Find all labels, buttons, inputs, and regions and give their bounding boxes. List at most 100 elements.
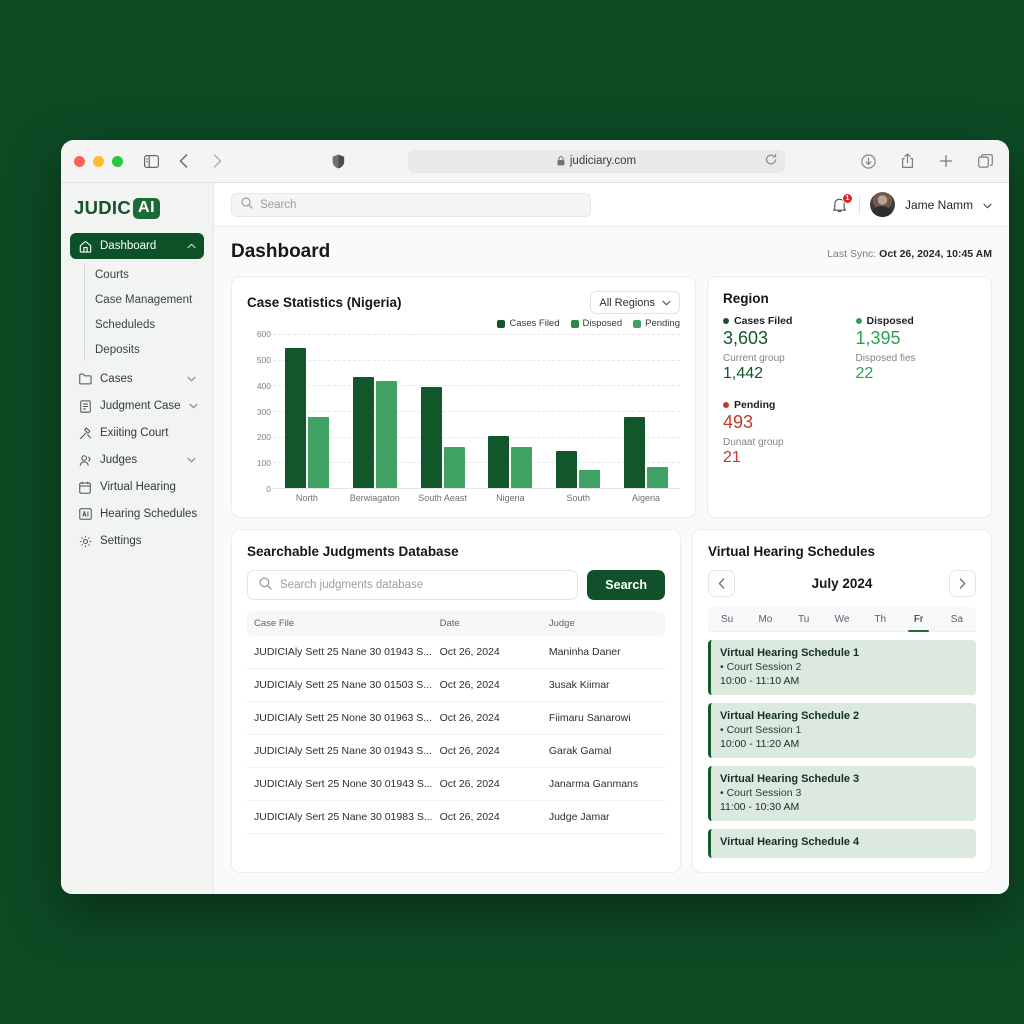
schedule-event[interactable]: Virtual Hearing Schedule 3 • Court Sessio… bbox=[708, 766, 976, 821]
search-input[interactable]: Search bbox=[231, 192, 591, 217]
column-header-judge[interactable]: Judge bbox=[541, 611, 665, 636]
sidebar-item-hearing-schedules[interactable]: Hearing Schedules bbox=[70, 501, 204, 527]
bar[interactable] bbox=[307, 417, 329, 488]
back-button[interactable] bbox=[172, 150, 194, 172]
dashboard-top-row: Case Statistics (Nigeria) All Regions Ca… bbox=[231, 276, 992, 518]
topbar-divider bbox=[858, 195, 860, 214]
judgments-title: Searchable Judgments Database bbox=[247, 544, 459, 559]
table-row[interactable]: JUDICIAly Sett 25 None 30 01963 S... Oct … bbox=[247, 701, 665, 735]
sidebar-subitem-scheduleds[interactable]: Scheduleds bbox=[95, 318, 156, 331]
chart-legend: Cases Filed Disposed Pending bbox=[247, 318, 680, 329]
search-icon bbox=[241, 197, 253, 212]
lock-icon bbox=[557, 156, 565, 166]
tab-overview-icon[interactable] bbox=[974, 150, 996, 172]
chart-x-axis: North Berwiagaton South Aeast Nigeria South A… bbox=[273, 493, 680, 503]
bar[interactable] bbox=[352, 377, 374, 488]
bar[interactable] bbox=[284, 348, 306, 488]
legend-label: Cases Filed bbox=[509, 318, 560, 329]
sidebar-toggle-icon[interactable] bbox=[140, 150, 162, 172]
maximize-window-button[interactable] bbox=[112, 155, 123, 167]
app-container: JUDIC AI Dashboard Courts Case Management… bbox=[61, 183, 1009, 894]
search-button[interactable]: Search bbox=[587, 570, 665, 600]
bar[interactable] bbox=[511, 447, 533, 488]
stat-sub-value: 21 bbox=[723, 449, 741, 466]
bar[interactable] bbox=[488, 435, 510, 488]
gridline bbox=[273, 488, 680, 489]
status-dot bbox=[723, 402, 729, 408]
sidebar-item-label: Settings bbox=[100, 535, 142, 547]
x-tick-label: Aigeria bbox=[632, 493, 661, 503]
event-title: Virtual Hearing Schedule 3 bbox=[720, 773, 860, 785]
sidebar-nav: Dashboard Courts Case Management Schedul… bbox=[70, 233, 204, 554]
minimize-window-button[interactable] bbox=[93, 155, 104, 167]
column-header-date[interactable]: Date bbox=[432, 611, 542, 636]
table-row[interactable]: JUDICIAly Sett 25 Nane 30 01943 S... Oct … bbox=[247, 636, 665, 669]
table-row[interactable]: JUDICIAly Sert 25 None 30 01943 S... Oct … bbox=[247, 767, 665, 801]
sidebar-subitem-case-management[interactable]: Case Management bbox=[95, 293, 193, 306]
schedule-event[interactable]: Virtual Hearing Schedule 1 • Court Sessio… bbox=[708, 640, 976, 695]
sidebar-subitem-deposits[interactable]: Deposits bbox=[95, 343, 140, 356]
calendar-day-th[interactable]: Th bbox=[874, 614, 887, 625]
cell-judge: Maninha Daner bbox=[541, 636, 665, 669]
sidebar-item-label: Dashboard bbox=[100, 240, 157, 252]
y-tick-label: 500 bbox=[256, 354, 271, 365]
shield-icon[interactable] bbox=[327, 150, 349, 172]
stat-label: Disposed bbox=[866, 315, 914, 327]
calendar-day-headers: Su Mo Tu We Th Fr Sa bbox=[708, 607, 976, 632]
schedule-event[interactable]: Virtual Hearing Schedule 2 • Court Sessio… bbox=[708, 703, 976, 758]
judgments-search-input[interactable]: Search judgments database bbox=[247, 570, 579, 600]
event-time: 11:00 - 10:30 AM bbox=[720, 801, 800, 813]
close-window-button[interactable] bbox=[74, 155, 85, 167]
sidebar-item-judgment-case[interactable]: Judgment Case bbox=[70, 393, 204, 419]
calendar-day-sa[interactable]: Sa bbox=[950, 614, 963, 625]
bar[interactable] bbox=[420, 386, 442, 488]
bar[interactable] bbox=[579, 469, 601, 488]
sidebar-item-dashboard[interactable]: Dashboard bbox=[70, 233, 204, 259]
stat-label-row: Cases Filed bbox=[723, 315, 844, 327]
sidebar-item-virtual-hearing[interactable]: Virtual Hearing bbox=[70, 474, 204, 500]
share-icon[interactable] bbox=[896, 150, 918, 172]
next-month-button[interactable] bbox=[949, 570, 976, 597]
reload-icon[interactable] bbox=[765, 153, 777, 169]
bar[interactable] bbox=[375, 380, 397, 488]
avatar[interactable] bbox=[869, 192, 895, 217]
calendar-day-mo[interactable]: Mo bbox=[758, 614, 773, 625]
address-bar[interactable]: judiciary.com bbox=[408, 149, 785, 173]
stat-disposed: Disposed 1,395 Disposed fies 22 bbox=[855, 315, 977, 383]
main-content: Search 1 Jame Namm Dashb bbox=[214, 183, 1009, 894]
stat-value: 1,395 bbox=[855, 328, 901, 348]
stat-value: 493 bbox=[723, 412, 754, 432]
sidebar-subnav: Courts Case Management Scheduleds Deposi… bbox=[84, 263, 204, 361]
column-header-case-file[interactable]: Case File bbox=[247, 611, 433, 636]
schedule-event[interactable]: Virtual Hearing Schedule 4 bbox=[708, 829, 976, 858]
bell-icon[interactable]: 1 bbox=[831, 192, 853, 214]
plus-icon[interactable] bbox=[935, 150, 957, 172]
page-header: Dashboard Last Sync: Oct 26, 2024, 10:45… bbox=[231, 241, 992, 263]
calendar-day-su[interactable]: Su bbox=[721, 614, 734, 625]
sidebar-item-settings[interactable]: Settings bbox=[70, 528, 204, 554]
prev-month-button[interactable] bbox=[708, 570, 735, 597]
bar[interactable] bbox=[647, 466, 669, 488]
bar-group bbox=[544, 334, 612, 488]
app-logo[interactable]: JUDIC AI bbox=[70, 183, 204, 233]
calendar-day-fr[interactable]: Fr bbox=[899, 607, 937, 632]
event-time: 10:00 - 11:10 AM bbox=[720, 675, 800, 687]
bar[interactable] bbox=[443, 447, 465, 488]
calendar-day-we[interactable]: We bbox=[834, 614, 850, 625]
sidebar-item-judges[interactable]: Judges bbox=[70, 447, 204, 473]
bar[interactable] bbox=[624, 416, 646, 488]
table-row[interactable]: JUDICIAly Sett 25 Nane 30 01943 S... Oct … bbox=[247, 734, 665, 768]
download-icon[interactable] bbox=[857, 150, 879, 172]
bar[interactable] bbox=[556, 450, 578, 488]
table-row[interactable]: JUDICIAly Sert 25 Nane 30 01983 S... Oct … bbox=[247, 800, 665, 834]
sidebar-item-exiiting-court[interactable]: Exiiting Court bbox=[70, 420, 204, 446]
sidebar-subitem-courts[interactable]: Courts bbox=[95, 268, 129, 281]
forward-button[interactable] bbox=[206, 150, 228, 172]
sidebar-item-cases[interactable]: Cases bbox=[70, 366, 204, 392]
calendar-day-tu[interactable]: Tu bbox=[798, 614, 810, 625]
chevron-down-icon bbox=[187, 373, 196, 385]
chevron-up-icon bbox=[187, 240, 196, 252]
chevron-down-icon[interactable] bbox=[983, 196, 992, 214]
table-row[interactable]: JUDICIAly Sett 25 Nane 30 01503 S... Oct … bbox=[247, 668, 665, 702]
region-filter-dropdown[interactable]: All Regions bbox=[590, 291, 680, 314]
